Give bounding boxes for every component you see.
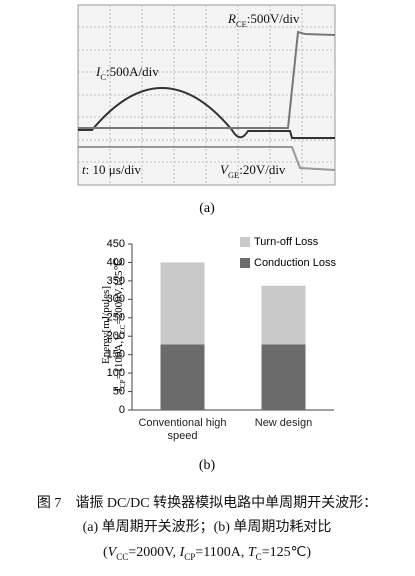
scope-annotation: t: 10 μs/div — [82, 162, 141, 177]
text-part: :20V/div — [239, 162, 286, 177]
text-part: V — [220, 162, 230, 177]
text-part: C — [256, 552, 262, 562]
scope-annotation: IC:500A/div — [95, 64, 159, 82]
legend-swatch — [240, 258, 250, 268]
text-part: CC — [119, 324, 127, 334]
y-tick-label: 100 — [107, 367, 125, 379]
text-part: I — [95, 64, 101, 79]
y-tick-label: 150 — [107, 349, 125, 361]
figure-label: (b) — [199, 458, 216, 473]
y-tick-label: 450 — [107, 238, 125, 250]
x-tick-label: New design — [254, 417, 313, 429]
text-part: :500A/div — [106, 64, 159, 79]
text-part: (a) 单周期开关波形；(b) 单周期功耗对比 — [83, 519, 332, 535]
scope-grid — [78, 5, 335, 185]
scope-annotation: RCE:500V/div — [227, 11, 300, 29]
text-part: R — [227, 11, 236, 26]
bar-segment — [160, 262, 205, 345]
vce-wave — [78, 30, 336, 129]
text-part: CE — [236, 19, 247, 29]
legend-label: Conduction Loss — [254, 257, 336, 269]
text-part: =1100A, — [195, 545, 248, 560]
y-tick-label: 400 — [107, 256, 125, 268]
text-part: =125℃) — [262, 545, 312, 560]
x-tick-label: Conventional high speed — [138, 417, 227, 442]
text-part: CP — [184, 552, 195, 562]
bar-segment — [261, 285, 306, 345]
text-part: V — [108, 545, 118, 560]
y-axis-label: ICP=1100A,VCC=2000V,125℃ — [113, 258, 127, 393]
caption-line: 图 7 谐振 DC/DC 转换器模拟电路中单周期开关波形： — [37, 494, 377, 511]
text-part: I — [179, 545, 186, 560]
legend-swatch — [240, 237, 250, 247]
text-part: Energy[mJ/pules] — [100, 286, 112, 364]
bar-segment — [160, 344, 205, 410]
text-part: CP — [119, 379, 127, 388]
text-part: CC — [116, 552, 128, 562]
y-tick-label: 350 — [107, 275, 125, 287]
y-tick-label: 0 — [119, 404, 125, 416]
figure-label: (a) — [199, 201, 215, 216]
vge-wave — [78, 146, 336, 171]
text-part: V — [113, 333, 125, 341]
text-part: : 10 μs/div — [86, 162, 142, 177]
y-tick-label: 300 — [107, 293, 125, 305]
caption-line: (a) 单周期开关波形；(b) 单周期功耗对比 — [83, 519, 332, 535]
text-part: t — [82, 162, 86, 177]
text-part: GE — [228, 170, 239, 180]
y-tick-label: 50 — [113, 385, 125, 397]
text-part: :500V/div — [247, 11, 300, 26]
text-part: =1100A, — [113, 341, 125, 380]
legend-label: Turn-off Loss — [254, 236, 319, 248]
y-tick-label: 250 — [107, 312, 125, 324]
text-part: =2000V, — [128, 545, 179, 560]
text-part: 图 7 谐振 DC/DC 转换器模拟电路中单周期开关波形： — [37, 494, 377, 511]
y-tick-label: 200 — [107, 330, 125, 342]
current-wave — [78, 87, 335, 139]
scope-annotation: VGE:20V/div — [220, 162, 286, 180]
bar-segment — [261, 344, 306, 410]
text-part: T — [248, 545, 257, 560]
caption-line: (VCC=2000V, ICP=1100A, TC=125℃) — [103, 545, 311, 562]
oscilloscope — [77, 4, 336, 186]
y-axis-label: Energy[mJ/pules] — [100, 286, 112, 364]
text-part: I — [113, 387, 125, 393]
text-part: =2000V,125℃ — [113, 258, 125, 324]
text-part: ( — [103, 545, 108, 560]
text-part: C — [100, 72, 106, 82]
